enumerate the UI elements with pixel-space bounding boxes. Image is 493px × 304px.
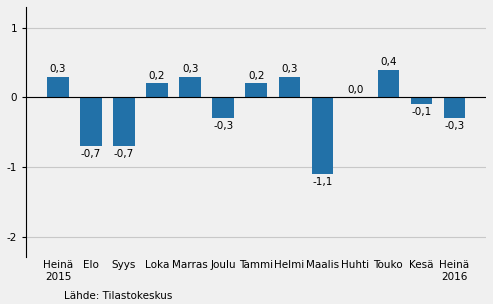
Text: -0,7: -0,7	[114, 149, 134, 159]
Bar	[179, 77, 201, 97]
Bar	[212, 97, 234, 118]
Text: Lähde: Tilastokeskus: Lähde: Tilastokeskus	[64, 291, 173, 301]
Bar	[246, 84, 267, 97]
Bar	[312, 97, 333, 174]
Bar	[47, 77, 69, 97]
Text: -0,7: -0,7	[81, 149, 101, 159]
Text: 0,4: 0,4	[380, 57, 396, 67]
Text: 0,2: 0,2	[248, 71, 264, 81]
Text: 0,3: 0,3	[182, 64, 198, 74]
Bar	[444, 97, 465, 118]
Bar	[80, 97, 102, 146]
Text: 0,0: 0,0	[347, 85, 363, 95]
Text: -0,3: -0,3	[444, 121, 464, 131]
Text: 0,3: 0,3	[281, 64, 297, 74]
Text: -0,1: -0,1	[411, 107, 431, 117]
Text: -0,3: -0,3	[213, 121, 233, 131]
Text: 0,3: 0,3	[50, 64, 66, 74]
Bar	[146, 84, 168, 97]
Text: -1,1: -1,1	[312, 177, 332, 187]
Bar	[113, 97, 135, 146]
Bar	[378, 70, 399, 97]
Bar	[279, 77, 300, 97]
Text: 0,2: 0,2	[149, 71, 165, 81]
Bar	[411, 97, 432, 104]
